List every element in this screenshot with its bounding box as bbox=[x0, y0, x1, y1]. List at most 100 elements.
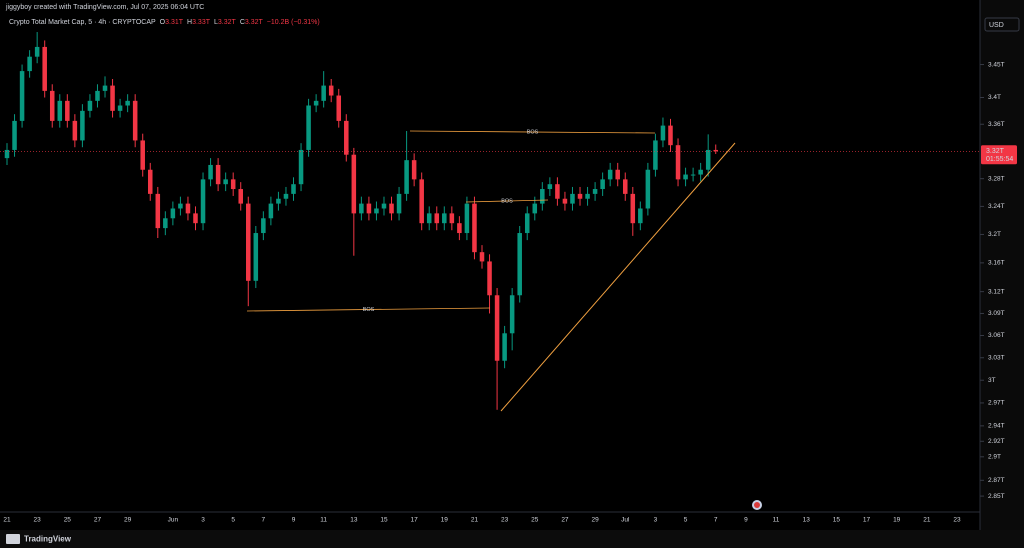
x-tick-label: 21 bbox=[923, 517, 931, 524]
candle-body bbox=[494, 295, 500, 361]
currency-button[interactable] bbox=[984, 17, 1020, 32]
currency[interactable]: USD bbox=[989, 22, 1004, 29]
candle-body bbox=[630, 193, 636, 224]
x-tick-label: 29 bbox=[124, 517, 132, 524]
y-tick-label: 3.12T bbox=[988, 288, 1005, 295]
x-tick-label: 5 bbox=[684, 517, 688, 524]
countdown: 01:55:54 bbox=[986, 156, 1013, 163]
candle-body bbox=[607, 169, 613, 180]
candle-body bbox=[615, 169, 620, 180]
candle-body bbox=[132, 100, 138, 141]
x-tick-label: 21 bbox=[471, 517, 479, 524]
x-tick-label: 9 bbox=[292, 517, 296, 524]
legend-key: H bbox=[187, 19, 192, 26]
candle-body bbox=[268, 203, 274, 219]
y-tick-label: 3.06T bbox=[988, 332, 1005, 339]
bos-line bbox=[409, 130, 656, 134]
candle-body bbox=[653, 140, 658, 170]
candle-body bbox=[419, 179, 424, 224]
legend-value: 3.32T bbox=[245, 19, 264, 26]
candle-body bbox=[592, 189, 598, 194]
x-tick-label: 11 bbox=[773, 517, 780, 524]
x-tick-label: Jul bbox=[621, 517, 630, 524]
x-tick-label: 19 bbox=[441, 517, 449, 524]
candle-body bbox=[600, 179, 605, 190]
y-tick-label: 2.94T bbox=[988, 423, 1005, 430]
x-tick-label: 5 bbox=[231, 517, 235, 524]
candle-body bbox=[276, 198, 281, 204]
candle-body bbox=[140, 140, 145, 170]
candle-body bbox=[570, 193, 575, 204]
x-tick-label: 13 bbox=[350, 517, 358, 524]
candle-body bbox=[208, 164, 213, 180]
x-tick-label: 29 bbox=[591, 517, 599, 524]
candle-body bbox=[374, 208, 379, 214]
candle-body bbox=[253, 233, 259, 281]
candle-body bbox=[230, 179, 236, 190]
candle-body bbox=[713, 149, 718, 152]
x-tick-label: 27 bbox=[561, 517, 569, 524]
x-tick-label: 21 bbox=[3, 517, 11, 524]
legend-key: C bbox=[240, 19, 245, 26]
bos-label: BOS bbox=[527, 129, 539, 135]
y-tick-label: 2.87T bbox=[988, 477, 1005, 484]
bos-line bbox=[246, 307, 491, 312]
candle-body bbox=[87, 100, 93, 111]
y-tick-label: 2.92T bbox=[988, 438, 1005, 445]
candle-body bbox=[185, 203, 191, 214]
x-tick-label: 15 bbox=[380, 517, 388, 524]
candle-body bbox=[540, 189, 545, 204]
header: jiggyboy created with TradingView.com, J… bbox=[5, 4, 204, 11]
candle-body bbox=[638, 208, 643, 224]
last-price-label: 3.32T bbox=[986, 148, 1005, 155]
x-tick-label: 23 bbox=[34, 517, 42, 524]
candle-body bbox=[449, 213, 455, 224]
candle-body bbox=[524, 213, 530, 234]
y-tick-label: 3T bbox=[988, 377, 996, 384]
candle-body bbox=[223, 179, 228, 185]
candle-body bbox=[532, 203, 538, 214]
x-tick-label: 9 bbox=[744, 517, 748, 524]
candle-body bbox=[34, 46, 40, 57]
candle-body bbox=[434, 213, 440, 224]
candle-body bbox=[283, 193, 289, 199]
y-tick-label: 3.2T bbox=[988, 231, 1001, 238]
candle-body bbox=[426, 213, 432, 224]
y-tick-label: 3.36T bbox=[988, 121, 1005, 128]
x-tick-label: 13 bbox=[803, 517, 811, 524]
candle-body bbox=[102, 85, 108, 91]
price-axis: 3.45T 3.4T 3.36T 3.28T 3.24T 3.2T 3.16T 3.12T 3.… bbox=[980, 61, 1005, 500]
candle-body bbox=[690, 174, 696, 176]
trendline bbox=[500, 142, 736, 412]
candle-body bbox=[622, 179, 628, 194]
candle-body bbox=[675, 145, 681, 180]
candle-body bbox=[359, 203, 364, 214]
chart-title: Crypto Total Market Cap, 5 · 4h · CRYPTO… bbox=[9, 19, 156, 26]
x-tick-label: 7 bbox=[714, 517, 718, 524]
candle-body bbox=[517, 233, 522, 296]
candle-body bbox=[479, 252, 485, 262]
x-tick-label: Jun bbox=[168, 517, 179, 524]
x-tick-label: 23 bbox=[953, 517, 961, 524]
candle-body bbox=[163, 218, 168, 229]
x-tick-label: 17 bbox=[411, 517, 419, 524]
candle-body bbox=[336, 95, 342, 121]
y-tick-label: 3.45T bbox=[988, 61, 1005, 68]
candle-body bbox=[193, 213, 198, 224]
candle-body bbox=[12, 120, 17, 150]
candle-body bbox=[19, 71, 25, 121]
x-tick-label: 7 bbox=[262, 517, 266, 524]
candle-body bbox=[291, 184, 296, 194]
legend: Crypto Total Market Cap, 5 · 4h · CRYPTO… bbox=[9, 19, 320, 26]
candle-body bbox=[547, 184, 553, 190]
candle-body bbox=[457, 223, 462, 234]
bos-label: BOS bbox=[501, 198, 513, 204]
candle-body bbox=[502, 333, 507, 361]
legend-value: 3.31T bbox=[165, 19, 184, 26]
y-tick-label: 3.09T bbox=[988, 310, 1005, 317]
y-tick-label: 2.85T bbox=[988, 493, 1005, 500]
candle-body bbox=[645, 169, 651, 209]
